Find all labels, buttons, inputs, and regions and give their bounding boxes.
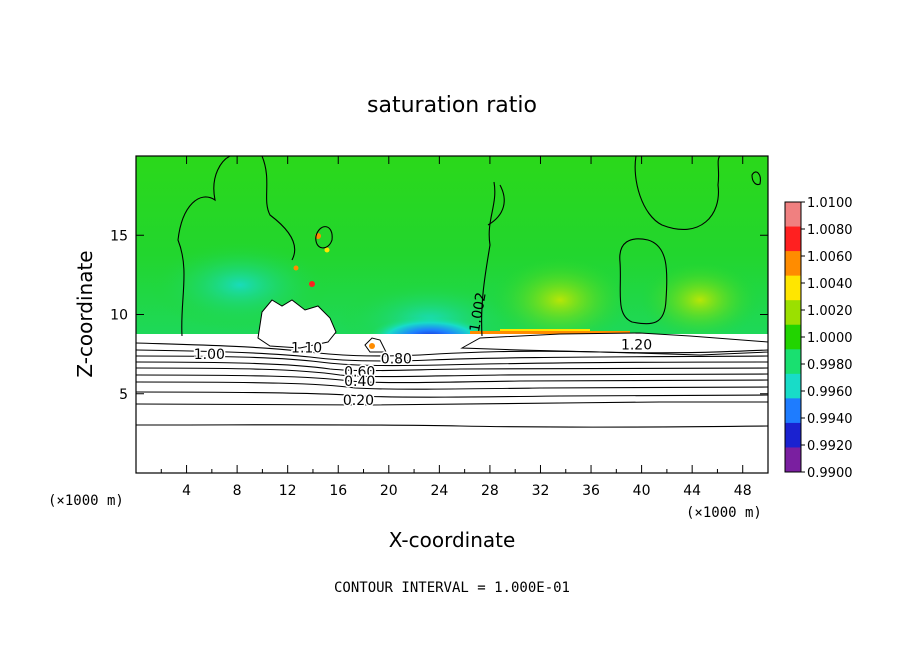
colorbar-label: 1.0060: [807, 250, 853, 265]
colorbar-swatch: [785, 447, 801, 473]
colorbar-label: 0.9980: [807, 358, 853, 373]
colorbar-swatch: [785, 422, 801, 448]
y-tick-label: 5: [119, 387, 128, 403]
colorbar-swatch: [785, 226, 801, 252]
plot-field: [136, 156, 768, 473]
y-axis-unit-label: (×1000 m): [48, 493, 124, 509]
x-tick-label: 40: [633, 483, 651, 499]
colorbar-label: 0.9960: [807, 385, 853, 400]
x-tick-label: 44: [683, 483, 701, 499]
x-tick-label: 12: [279, 483, 297, 499]
y-tick-label: 10: [110, 308, 128, 324]
x-tick-label: 8: [233, 483, 242, 499]
contour-labels: 1.00 1.10 0.80 0.600.40 0.20 1.20 1.002: [192, 291, 653, 410]
colorbar-swatch: [785, 275, 801, 301]
colorbar-swatch: [785, 349, 801, 375]
contour-label: 1.10: [291, 341, 322, 357]
chart-title: saturation ratio: [367, 93, 537, 118]
x-tick-label: 24: [430, 483, 448, 499]
y-tick-label: 15: [110, 228, 128, 244]
colorbar-label: 1.0020: [807, 304, 853, 319]
colorbar-label: 0.9940: [807, 412, 853, 427]
contour-label: 0.60: [344, 364, 375, 380]
colorbar-label: 1.0000: [807, 331, 853, 346]
x-tick-label: 28: [481, 483, 499, 499]
colorbar-swatch: [785, 398, 801, 424]
x-tick-label: 32: [532, 483, 550, 499]
y-axis-ticks: 5 10 15: [110, 228, 768, 403]
colorbar-swatch: [785, 202, 801, 228]
x-axis-ticks: 4 8 12 16 20 24 28 32 36 40 44 48: [160, 156, 752, 499]
contour-label: 0.20: [343, 393, 374, 409]
colorbar-label: 1.0100: [807, 196, 853, 211]
colorbar-swatch: [785, 324, 801, 350]
colorbar-swatch: [785, 251, 801, 277]
contour-lines: [135, 342, 769, 428]
colorbar-label: 0.9920: [807, 439, 853, 454]
contour-label: 0.40: [344, 374, 375, 390]
colorbar-label: 0.9900: [807, 466, 853, 481]
x-axis-unit-label: (×1000 m): [686, 505, 762, 521]
x-tick-label: 36: [582, 483, 600, 499]
contour-label: 0.80: [381, 352, 412, 368]
colorbar-label: 1.0040: [807, 277, 853, 292]
contour-label: 1.20: [621, 337, 652, 353]
colorbar-label: 1.0080: [807, 223, 853, 238]
contour-label: 1.00: [194, 347, 225, 363]
contour-interval-note: CONTOUR INTERVAL = 1.000E-01: [334, 580, 570, 596]
colorbar-swatch: [785, 300, 801, 326]
y-axis-label: Z-coordinate: [73, 250, 97, 377]
x-axis-label: X-coordinate: [389, 528, 516, 552]
x-tick-label: 4: [182, 483, 191, 499]
x-tick-label: 48: [734, 483, 752, 499]
colorbar-swatch: [785, 373, 801, 399]
colorbar: 1.0100 1.0080 1.0060 1.0040 1.0020 1.0000 0.99…: [784, 196, 853, 481]
x-tick-label: 16: [329, 483, 347, 499]
x-tick-label: 20: [380, 483, 398, 499]
contour-label: 1.002: [467, 291, 490, 333]
